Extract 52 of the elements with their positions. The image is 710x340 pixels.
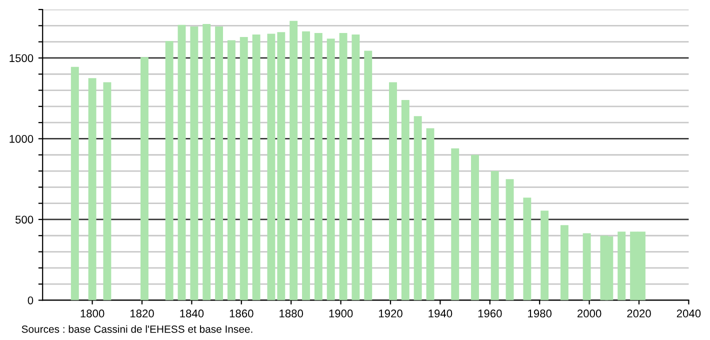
x-tick-label: 1880: [280, 310, 304, 318]
y-tick-label: 1500: [10, 54, 34, 62]
x-tick-label: 2000: [578, 310, 602, 318]
bar: [290, 20, 298, 300]
x-tick-label: 1940: [428, 310, 452, 318]
x-tick-label: 2020: [627, 310, 651, 318]
bar: [227, 40, 236, 300]
bar: [165, 41, 174, 300]
bar: [240, 36, 248, 300]
bar: [202, 24, 211, 300]
x-tick-label: 1800: [80, 310, 104, 318]
bar: [339, 32, 348, 300]
x-tick-label: 1920: [378, 310, 402, 318]
bar: [389, 82, 397, 300]
x-tick-label: 1900: [329, 310, 353, 318]
bar: [190, 26, 198, 300]
x-tick-label: 2040: [676, 310, 701, 318]
y-tick-label: 500: [15, 216, 34, 224]
bar: [352, 34, 360, 300]
bar: [506, 179, 514, 300]
bar: [560, 225, 568, 300]
bar: [490, 171, 499, 300]
x-tick-label: 1860: [230, 310, 254, 318]
bar: [103, 82, 112, 300]
bar: [582, 233, 591, 300]
bar: [540, 210, 549, 300]
source-note: Sources : base Cassini de l'EHESS et base Insee.: [22, 325, 252, 333]
bar: [451, 148, 460, 300]
x-tick-label: 1980: [528, 310, 552, 318]
y-tick-label: 1000: [10, 134, 34, 143]
bar: [471, 154, 479, 300]
bar: [252, 34, 260, 300]
bar: [88, 78, 96, 300]
bar: [523, 198, 532, 300]
bar: [314, 32, 322, 300]
bar: [277, 32, 286, 300]
x-tick-label: 1840: [180, 310, 204, 318]
bar: [215, 26, 224, 300]
bar: [302, 31, 310, 300]
bar: [267, 34, 276, 300]
bar: [178, 24, 186, 300]
bar: [401, 100, 410, 300]
bar: [326, 38, 335, 300]
x-tick-label: 1960: [478, 310, 502, 318]
bar: [364, 50, 372, 300]
bar: [618, 232, 626, 300]
x-tick-label: 1820: [130, 310, 154, 318]
bar: [414, 116, 422, 300]
bar: [70, 66, 79, 300]
y-tick-label: 0: [28, 296, 34, 304]
bar: [140, 57, 148, 300]
bar: [426, 128, 434, 300]
